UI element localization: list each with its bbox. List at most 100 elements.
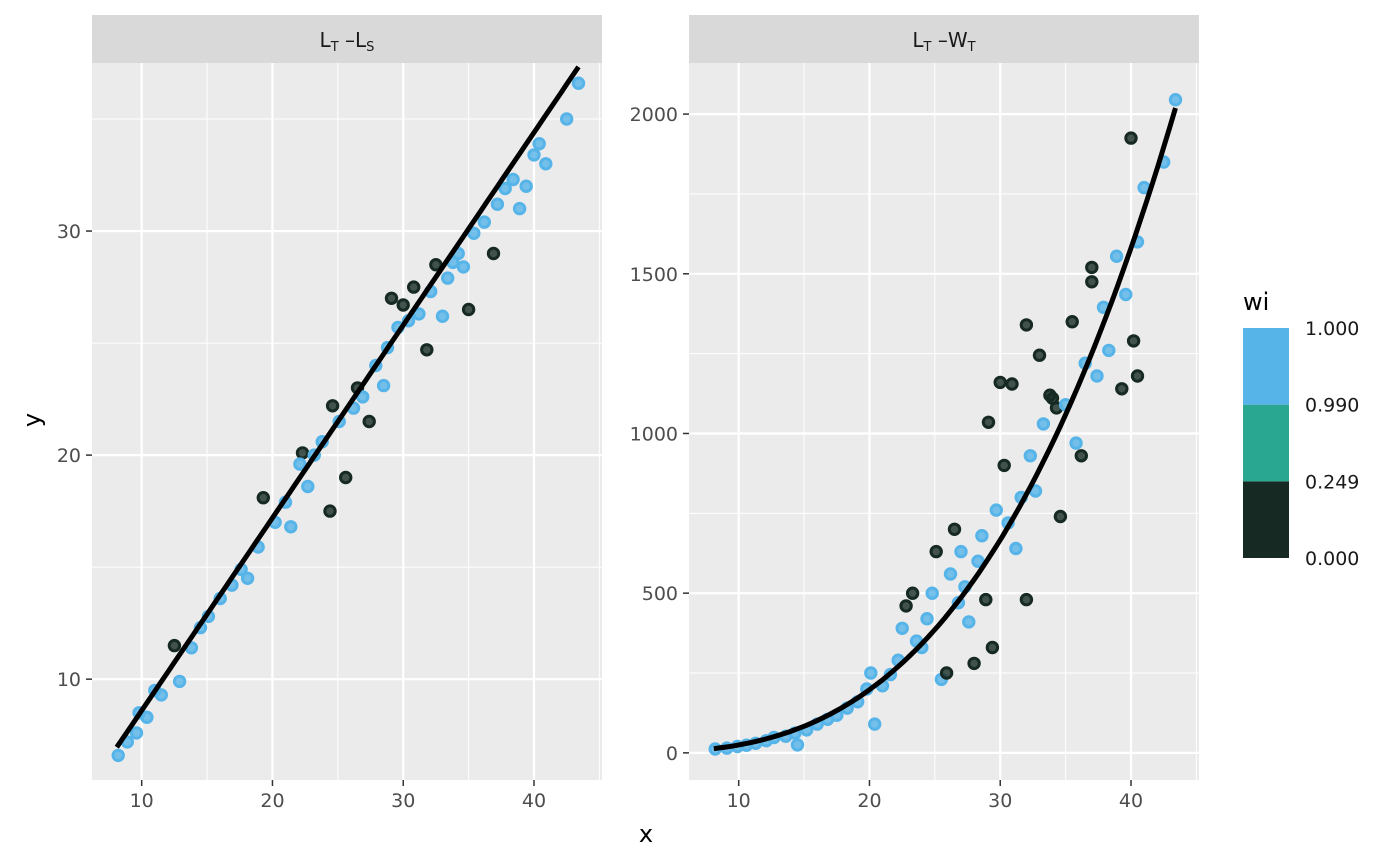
x-tick-label: 10 (130, 790, 154, 812)
data-point (1115, 382, 1129, 396)
data-point (1130, 369, 1145, 383)
data-point (864, 666, 878, 680)
data-point (560, 112, 574, 126)
data-point (498, 181, 512, 196)
data-point (1102, 343, 1116, 358)
data-point (971, 554, 985, 568)
y-tick-label: 10 (57, 669, 81, 691)
plot-background (689, 63, 1199, 780)
fit-curve (713, 107, 1178, 752)
data-point (461, 302, 476, 317)
data-point (486, 246, 501, 261)
fit-curve (114, 65, 581, 749)
data-point (905, 586, 920, 600)
data-point (284, 520, 298, 534)
data-point (1119, 287, 1133, 302)
data-point (943, 567, 958, 581)
data-point (519, 179, 533, 193)
data-point (1109, 249, 1124, 263)
data-point (325, 399, 340, 413)
data-point (506, 172, 520, 187)
data-point (1090, 369, 1104, 383)
data-point (1085, 260, 1099, 275)
data-point (293, 457, 307, 471)
x-tick-label: 30 (391, 790, 415, 812)
data-point (407, 280, 421, 294)
data-point (111, 748, 125, 763)
data-point (539, 157, 553, 171)
data-point (571, 76, 586, 90)
y-tick-label: 20 (57, 445, 81, 467)
data-point (967, 656, 981, 671)
fit-curve-line (114, 65, 581, 749)
legend-title: wi (1243, 288, 1269, 316)
data-point (167, 638, 182, 653)
color-legend: wi 1.000 0.990 0.249 0.000 (1243, 288, 1359, 570)
data-point (1085, 275, 1099, 289)
data-point (172, 674, 187, 689)
data-point (790, 738, 805, 752)
data-point (1019, 592, 1034, 607)
legend-labels: 1.000 0.990 0.249 0.000 (1305, 318, 1359, 570)
x-tick-label: 30 (988, 790, 1012, 812)
data-point (376, 378, 391, 393)
data-point (1065, 315, 1079, 329)
data-point (154, 688, 169, 702)
data-point (1036, 417, 1051, 431)
data-point (979, 592, 993, 607)
data-point (939, 666, 954, 680)
legend-colorbar (1243, 328, 1289, 558)
data-point (429, 258, 443, 272)
data-point (512, 201, 527, 216)
data-point (140, 710, 154, 724)
data-point (396, 298, 410, 312)
data-point (532, 137, 546, 151)
data-point (256, 491, 270, 505)
strip-label-lt-wt: LT –WT (912, 28, 975, 55)
data-point (490, 197, 505, 211)
fit-curve-line (713, 107, 1178, 752)
data-point (1005, 377, 1019, 391)
data-point (1019, 318, 1034, 332)
data-point (1023, 449, 1038, 463)
panel-lt-ls: LT –LS 10 20 30 40 10 20 30 (57, 15, 602, 812)
data-point (1009, 541, 1023, 556)
data-point (362, 414, 376, 429)
y-tick-label: 0 (666, 743, 678, 765)
data-point (1124, 131, 1138, 145)
data-point (975, 529, 989, 543)
data-point (301, 479, 315, 494)
data-point (339, 470, 353, 485)
x-tick-label: 10 (727, 790, 751, 812)
data-point (240, 571, 255, 585)
x-tick-label: 40 (522, 790, 546, 812)
strip-background (689, 15, 1199, 63)
y-axis-title: y (18, 413, 46, 427)
x-tick-label: 20 (260, 790, 284, 812)
data-point (981, 415, 996, 429)
legend-break-label: 0.249 (1305, 471, 1359, 493)
strip-label-lt-ls: LT –LS (320, 28, 375, 55)
data-point (467, 226, 481, 241)
panel-lt-wt: LT –WT 10 20 30 40 0 500 1000 1500 2000 (630, 15, 1199, 812)
data-point (420, 343, 434, 357)
data-point (1032, 348, 1047, 362)
axis-ticks: 10 20 30 40 0 500 1000 1500 2000 (630, 104, 1143, 812)
data-point (1126, 334, 1141, 348)
data-point (435, 309, 450, 323)
data-point (1168, 93, 1183, 107)
y-tick-label: 1500 (630, 264, 678, 286)
y-tick-label: 2000 (630, 104, 678, 126)
legend-break-label: 0.990 (1305, 395, 1359, 417)
data-point (477, 215, 491, 229)
data-point (1053, 509, 1068, 524)
data-point (985, 640, 1000, 655)
data-point (384, 291, 399, 305)
data-point (868, 717, 882, 731)
data-point (527, 148, 541, 162)
data-point (920, 612, 934, 626)
y-tick-label: 30 (57, 221, 81, 243)
legend-color-bin (1243, 404, 1289, 482)
data-point (929, 544, 943, 559)
